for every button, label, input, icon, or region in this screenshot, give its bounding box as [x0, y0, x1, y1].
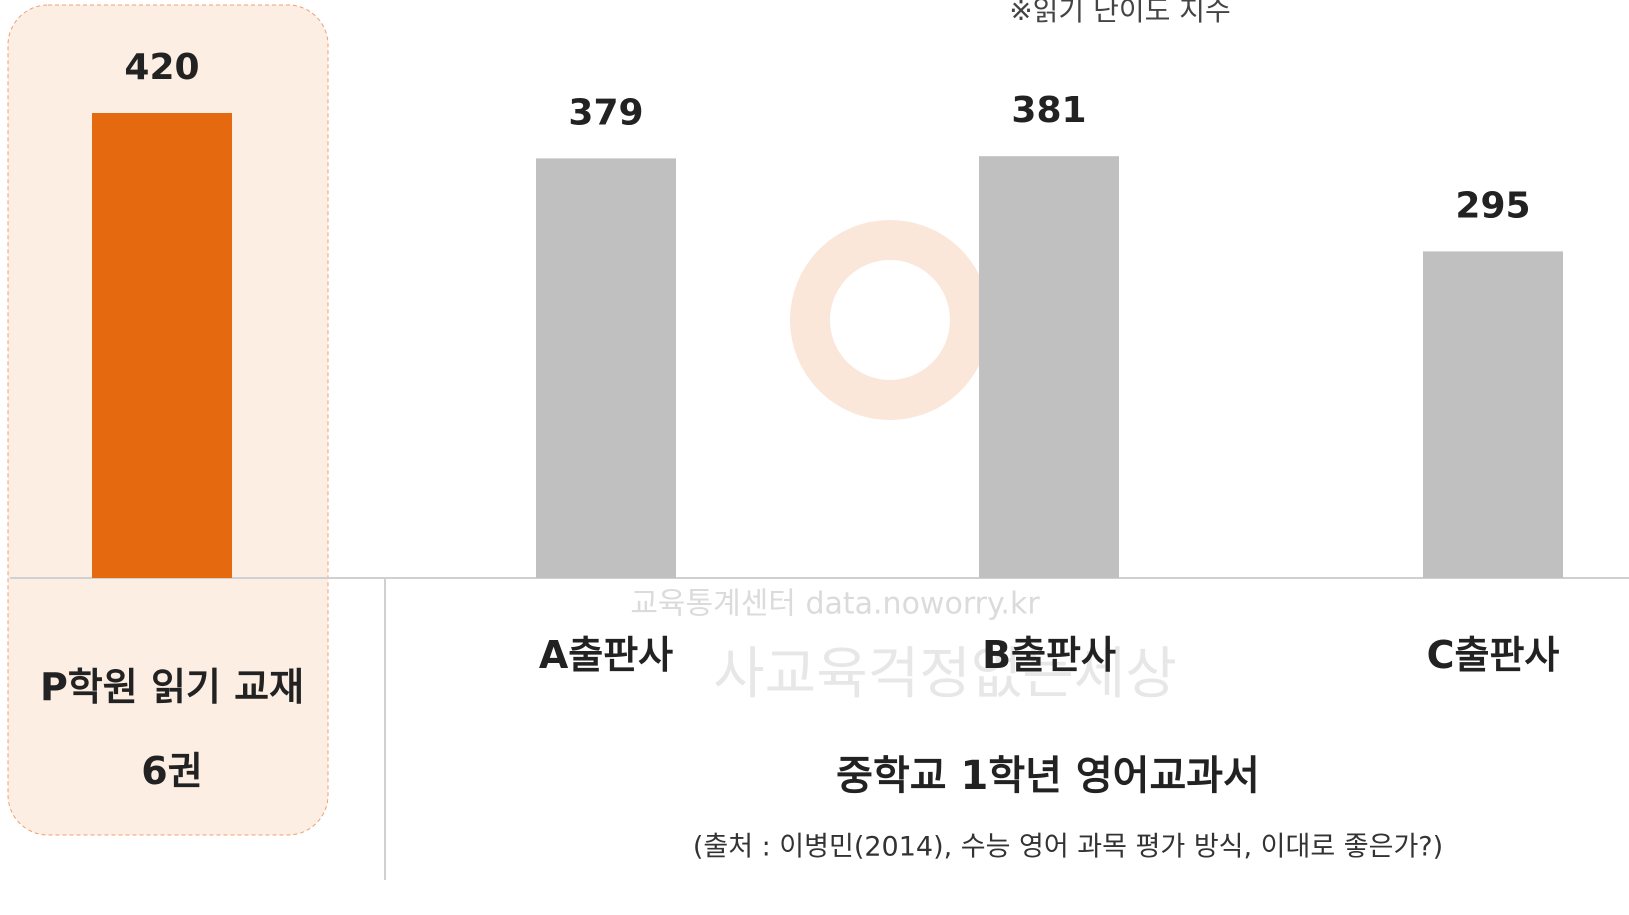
value-label: 420 — [124, 47, 199, 88]
category-label: B출판사 — [982, 633, 1116, 677]
category-label: A출판사 — [538, 633, 674, 677]
bar — [536, 158, 676, 578]
bar — [1423, 251, 1563, 578]
category-label: C출판사 — [1426, 633, 1560, 677]
value-label: 295 — [1455, 185, 1530, 226]
bar — [92, 113, 232, 578]
value-label: 381 — [1011, 90, 1086, 131]
source: (출처 : 이병민(2014), 수능 영어 과목 평가 방식, 이대로 좋은가… — [693, 832, 1443, 863]
group-label: 중학교 1학년 영어교과서 — [836, 753, 1260, 799]
watermark: 교육통계센터 data.noworry.kr — [630, 587, 1040, 622]
category-label: P학원 읽기 교재 6권 — [39, 665, 305, 793]
value-label: 379 — [568, 92, 643, 133]
watermark-logo — [790, 220, 990, 420]
annotation: ※읽기 난이도 지수 — [1009, 0, 1231, 27]
watermark: 사교육걱정없는세상 — [713, 642, 1177, 707]
bar — [979, 156, 1119, 578]
